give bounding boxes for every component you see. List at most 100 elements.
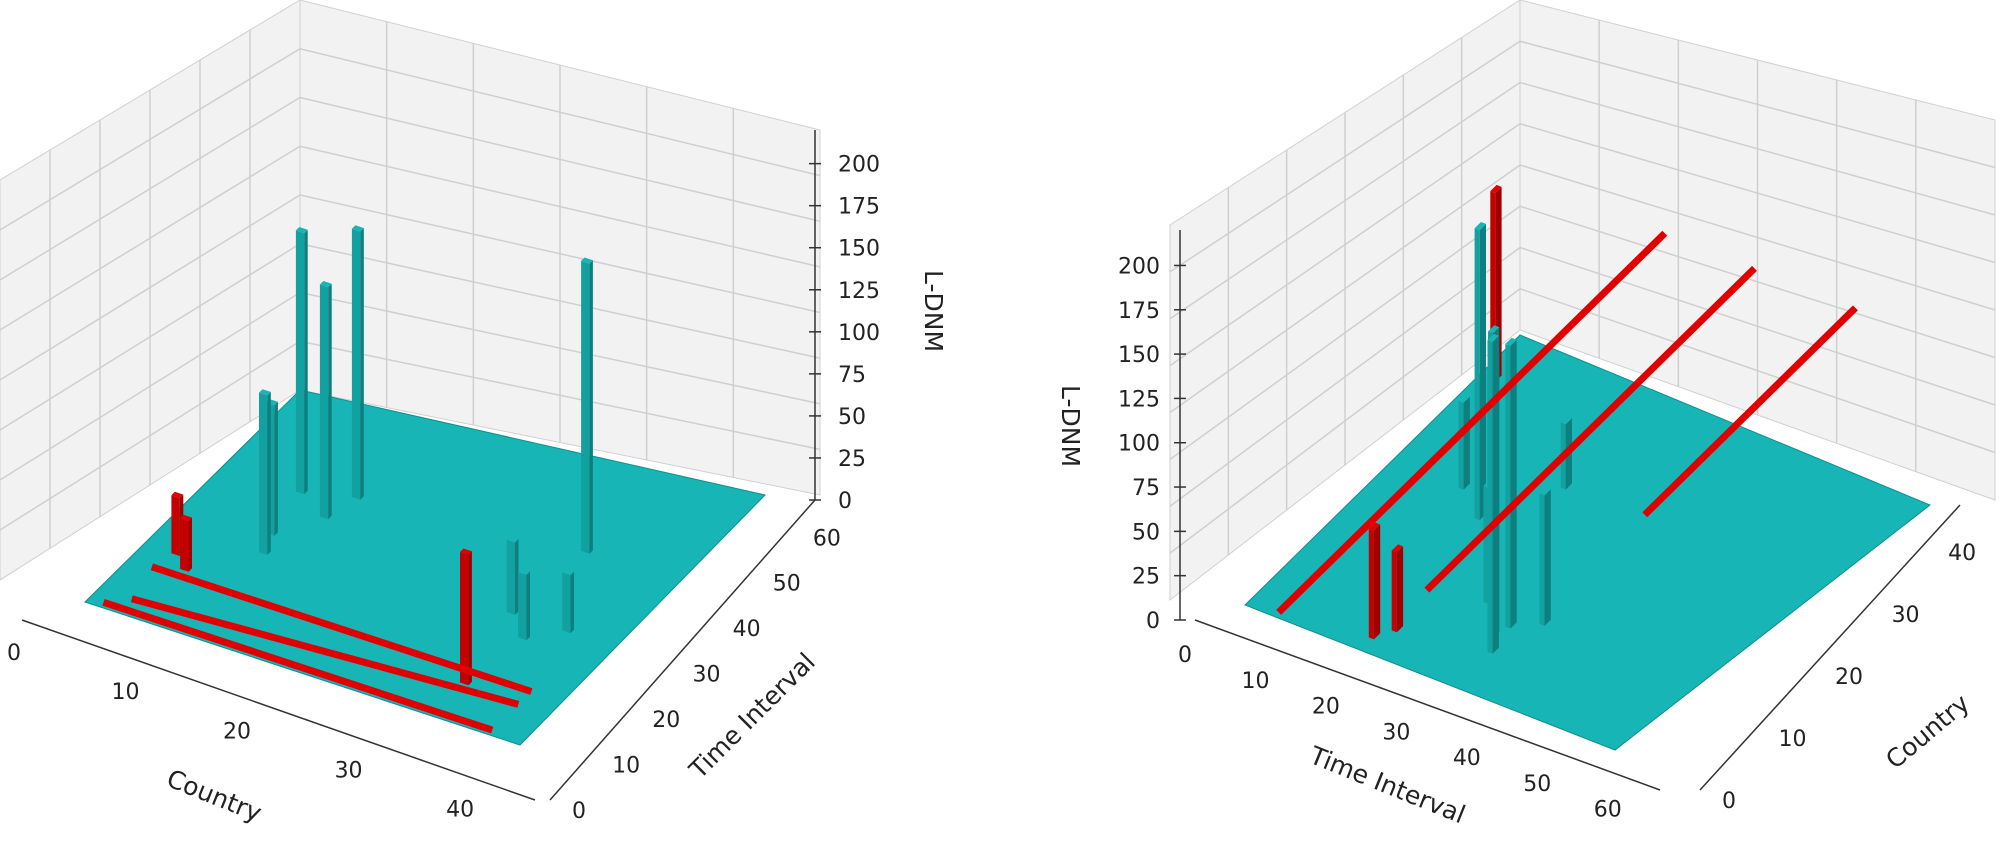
z-tick-label: 0 bbox=[1146, 609, 1160, 634]
bar bbox=[581, 257, 593, 554]
x-tick-label: 50 bbox=[1523, 772, 1551, 797]
bar-top bbox=[1539, 487, 1551, 496]
y-tick-label: 0 bbox=[1722, 789, 1736, 814]
z-tick-label: 25 bbox=[1132, 565, 1160, 590]
bar-side bbox=[1479, 223, 1486, 521]
bar-front bbox=[1474, 228, 1480, 521]
left-gridlines bbox=[0, 21, 821, 549]
highlight-bar bbox=[1391, 544, 1404, 633]
gridline bbox=[299, 243, 821, 359]
x-tick-label: 10 bbox=[112, 680, 140, 705]
gridline bbox=[0, 48, 301, 231]
right-chart: 0 10 20 30 40 50 60 0 10 20 30 40 0 25 50 75 100 125 150… bbox=[1056, 0, 1996, 829]
x-tick-label: 0 bbox=[1178, 643, 1192, 668]
bar-side bbox=[589, 260, 593, 554]
right-highlight-lines bbox=[1276, 230, 1858, 615]
highlight-bar-top bbox=[1391, 544, 1404, 553]
y-tick-label: 20 bbox=[1835, 665, 1863, 690]
y-tick-label: 40 bbox=[1948, 541, 1976, 566]
bar-side bbox=[1544, 489, 1551, 626]
y-tick-label: 40 bbox=[733, 617, 761, 642]
left-y-tick-labels: 0 10 20 30 40 50 60 bbox=[572, 526, 841, 824]
gridline bbox=[1169, 164, 1521, 414]
highlight-bar-front bbox=[171, 495, 180, 556]
y-tick-label: 30 bbox=[692, 663, 720, 688]
highlight-bar-top bbox=[171, 491, 184, 498]
highlight-bar-top bbox=[180, 514, 192, 521]
bar-front bbox=[1458, 400, 1464, 490]
bar bbox=[295, 227, 308, 495]
left-bars bbox=[171, 225, 593, 686]
bar-top bbox=[562, 568, 574, 576]
right-x-axis-line bbox=[1194, 619, 1661, 791]
z-tick-label: 75 bbox=[1132, 476, 1160, 501]
gridline bbox=[0, 194, 301, 381]
gridline bbox=[1169, 288, 1521, 554]
bar-top bbox=[518, 568, 530, 575]
bar bbox=[1539, 487, 1551, 626]
gridline bbox=[0, 145, 301, 331]
y-tick-label: 10 bbox=[1779, 727, 1807, 752]
x-tick-label: 60 bbox=[1594, 798, 1622, 823]
y-tick-label: 60 bbox=[813, 526, 841, 551]
bar-front bbox=[1487, 340, 1493, 654]
highlight-line bbox=[150, 563, 533, 695]
z-tick-label: 175 bbox=[838, 195, 880, 220]
right-y-tick-labels: 0 10 20 30 40 bbox=[1722, 541, 1976, 814]
right-z-axis-label: L-DNM bbox=[1056, 385, 1085, 467]
left-x-tick-labels: 0 10 20 30 40 bbox=[7, 641, 474, 823]
z-tick-label: 0 bbox=[838, 489, 852, 514]
highlight-line bbox=[1424, 265, 1757, 593]
highlight-line bbox=[1276, 230, 1668, 615]
bar bbox=[319, 281, 332, 520]
bar bbox=[1474, 222, 1486, 521]
bar-side bbox=[328, 283, 332, 520]
highlight-bar-front bbox=[460, 552, 469, 686]
bar bbox=[518, 568, 530, 641]
bar-top bbox=[1458, 394, 1470, 403]
x-tick-label: 40 bbox=[1453, 746, 1481, 771]
bar bbox=[506, 536, 519, 615]
bar-side bbox=[515, 538, 519, 615]
gridline bbox=[299, 96, 821, 222]
z-tick-label: 200 bbox=[838, 153, 880, 178]
bar-top bbox=[351, 225, 364, 232]
bar-side bbox=[1492, 335, 1499, 654]
bar-front bbox=[319, 284, 329, 520]
left-floor bbox=[84, 389, 766, 746]
highlight-bar-top bbox=[1490, 184, 1502, 194]
x-tick-label: 40 bbox=[446, 798, 474, 823]
highlight-bar-top bbox=[1368, 522, 1381, 531]
gridline bbox=[1169, 81, 1521, 320]
bar-side bbox=[570, 571, 574, 634]
bar bbox=[562, 568, 574, 634]
z-tick-label: 100 bbox=[1118, 432, 1160, 457]
right-x-tick-labels: 0 10 20 30 40 50 60 bbox=[1178, 643, 1622, 823]
x-tick-label: 30 bbox=[335, 758, 363, 783]
gridline bbox=[1169, 205, 1521, 460]
bar-front bbox=[295, 230, 305, 495]
bar-top bbox=[259, 389, 271, 396]
bar-front bbox=[351, 228, 361, 500]
bar-front bbox=[1539, 493, 1545, 626]
gridline bbox=[299, 340, 821, 451]
x-tick-label: 20 bbox=[1312, 695, 1340, 720]
bar-side bbox=[267, 391, 271, 555]
left-highlight-lines bbox=[102, 563, 533, 734]
gridline bbox=[299, 48, 821, 177]
gridline bbox=[299, 194, 821, 314]
bar bbox=[1458, 394, 1470, 490]
highlight-bar bbox=[180, 514, 192, 572]
bar-front bbox=[506, 539, 515, 615]
highlight-line bbox=[1642, 305, 1858, 518]
y-tick-label: 50 bbox=[773, 572, 801, 597]
gridline bbox=[1519, 81, 1996, 216]
bar-top bbox=[1487, 333, 1499, 342]
y-tick-label: 30 bbox=[1892, 603, 1920, 628]
bar-front bbox=[518, 572, 527, 641]
x-tick-label: 30 bbox=[1382, 720, 1410, 745]
x-tick-label: 0 bbox=[7, 641, 21, 666]
gridline bbox=[0, 291, 301, 481]
left-z-axis-label: L-DNM bbox=[919, 270, 948, 352]
